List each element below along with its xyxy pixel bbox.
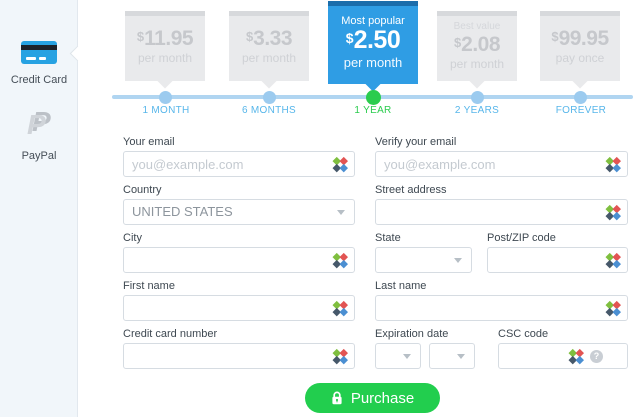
purchase-label: Purchase [350,389,415,407]
credit-card-label: Credit Card [10,74,68,86]
most-popular-badge: Most popular [341,15,405,27]
duration-label-6-months[interactable]: 6 MONTHS [241,105,297,116]
best-value-badge: Best value [453,21,501,32]
autofill-icon[interactable] [605,252,621,268]
slider-dot-1-month[interactable] [159,91,172,104]
purchase-button[interactable]: Purchase [305,383,440,413]
street-label: Street address [375,184,447,196]
zip-label: Post/ZIP code [487,232,556,244]
paypal-label: PayPal [21,150,57,162]
plan-2-years[interactable]: Best value $ 2.08 per month [437,11,517,89]
autofill-icon[interactable] [605,300,621,316]
sidebar-item-paypal[interactable]: P P PayPal [0,106,78,163]
csc-field[interactable] [499,344,627,368]
autofill-icon[interactable] [605,204,621,220]
plan-1-month[interactable]: $ 11.95 per month [125,11,205,89]
duration-label-forever[interactable]: FOREVER [555,105,607,116]
payment-method-sidebar: Credit Card P P PayPal [0,0,78,417]
paypal-icon: P P [27,106,51,140]
autofill-icon[interactable] [605,156,621,172]
chevron-down-icon [457,354,465,359]
slider-dot-6-months[interactable] [263,91,276,104]
plan-price: 2.08 [461,33,501,56]
plan-price: 3.33 [253,26,293,50]
verify-email-field[interactable] [376,152,627,176]
street-field[interactable] [376,200,627,224]
zip-field[interactable] [488,248,627,272]
autofill-icon[interactable] [332,252,348,268]
state-select[interactable] [375,247,472,273]
email-label: Your email [123,136,175,148]
autofill-icon[interactable] [332,300,348,316]
autofill-icon[interactable] [332,156,348,172]
city-label: City [123,232,142,244]
plan-forever[interactable]: $ 99.95 pay once [540,11,620,89]
expiration-year-select[interactable] [429,343,475,369]
country-select[interactable]: UNITED STATES [123,199,355,225]
expiration-label: Expiration date [375,328,449,340]
email-field[interactable] [124,152,354,176]
chevron-down-icon [454,258,462,263]
duration-label-2-years[interactable]: 2 YEARS [454,105,500,116]
slider-dot-2-years[interactable] [471,91,484,104]
plan-price: 2.50 [353,26,401,54]
expiration-month-select[interactable] [375,343,421,369]
card-number-field[interactable] [124,344,354,368]
verify-email-label: Verify your email [375,136,457,148]
card-number-label: Credit card number [123,328,218,340]
csc-help-icon[interactable]: ? [590,350,603,363]
country-value: UNITED STATES [132,204,233,219]
plan-1-year-selected[interactable]: Most popular $ 2.50 per month [328,1,418,92]
credit-card-icon [21,41,57,64]
csc-label: CSC code [498,328,549,340]
last-name-label: Last name [375,280,427,292]
plan-price: 11.95 [144,26,194,50]
plan-6-months[interactable]: $ 3.33 per month [229,11,309,89]
plan-price: 99.95 [558,26,610,50]
first-name-label: First name [123,280,175,292]
sidebar-item-credit-card[interactable]: Credit Card [0,41,78,86]
slider-dot-1-year-active[interactable] [366,90,381,105]
country-label: Country [123,184,162,196]
city-field[interactable] [124,248,354,272]
chevron-down-icon [403,354,411,359]
duration-label-1-month[interactable]: 1 MONTH [142,105,190,116]
slider-dot-forever[interactable] [574,91,587,104]
duration-label-1-year[interactable]: 1 YEAR [354,105,392,116]
autofill-icon[interactable] [332,348,348,364]
state-label: State [375,232,401,244]
first-name-field[interactable] [124,296,354,320]
last-name-field[interactable] [376,296,627,320]
chevron-down-icon [337,210,345,215]
lock-icon [332,391,342,405]
autofill-icon[interactable] [568,348,584,364]
